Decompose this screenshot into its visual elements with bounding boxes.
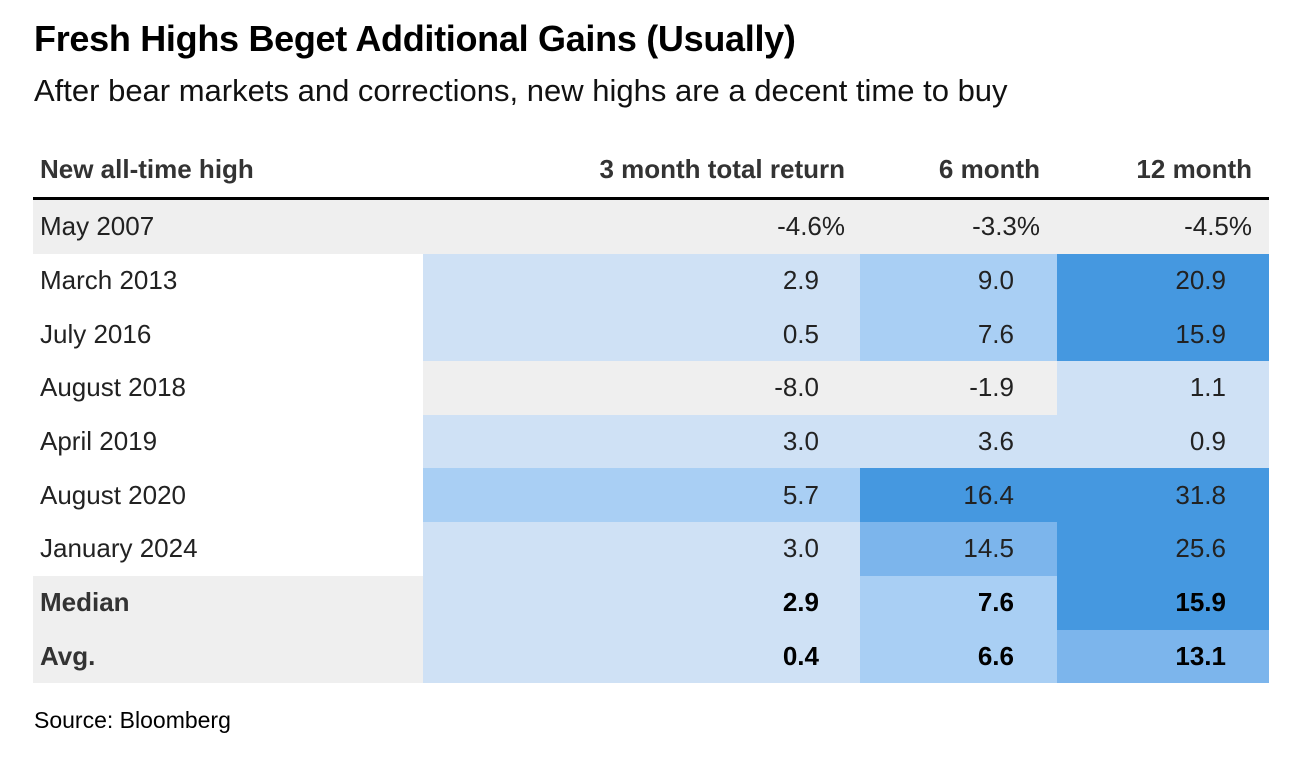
- table-header: New all-time high 3 month total return 6…: [33, 142, 1269, 200]
- value-cell: 7.6: [860, 307, 1057, 362]
- row-label: May 2007: [33, 200, 423, 254]
- value-cell: -1.9: [860, 361, 1057, 415]
- returns-table: New all-time high 3 month total return 6…: [33, 142, 1269, 684]
- value-cell: -8.0: [423, 361, 860, 415]
- table-row: August 2018 -8.0 -1.9 1.1: [33, 361, 1269, 415]
- row-label: January 2024: [33, 522, 423, 576]
- value-cell: 2.9: [423, 253, 860, 308]
- value-cell: -4.5%: [1057, 200, 1269, 254]
- row-label: August 2020: [33, 468, 423, 523]
- value-cell: 0.5: [423, 307, 860, 362]
- chart-title: Fresh Highs Beget Additional Gains (Usua…: [34, 18, 796, 59]
- row-label: August 2018: [33, 361, 423, 415]
- row-label: March 2013: [33, 253, 423, 308]
- value-cell: 15.9: [1057, 575, 1269, 630]
- header-new-all-time-high: New all-time high: [40, 154, 254, 184]
- value-cell: 0.4: [423, 629, 860, 684]
- table-body: May 2007 -4.6% -3.3% -4.5% March 2013 2.9 9.0 2…: [33, 200, 1269, 684]
- table-row: Avg. 0.4 6.6 13.1: [33, 629, 1269, 684]
- header-3-month: 3 month total return: [599, 154, 845, 184]
- table-row: May 2007 -4.6% -3.3% -4.5%: [33, 200, 1269, 254]
- value-cell: 25.6: [1057, 522, 1269, 576]
- value-cell: 14.5: [860, 522, 1057, 576]
- value-cell: 16.4: [860, 468, 1057, 523]
- value-cell: 2.9: [423, 575, 860, 630]
- value-cell: 31.8: [1057, 468, 1269, 523]
- row-label: July 2016: [33, 307, 423, 362]
- chart-subtitle: After bear markets and corrections, new …: [34, 73, 1008, 108]
- value-cell: 3.0: [423, 414, 860, 469]
- value-cell: 5.7: [423, 468, 860, 523]
- value-cell: 15.9: [1057, 307, 1269, 362]
- value-cell: 7.6: [860, 575, 1057, 630]
- value-cell: 13.1: [1057, 629, 1269, 684]
- value-cell: -4.6%: [423, 200, 860, 254]
- header-12-month: 12 month: [1136, 154, 1252, 184]
- header-6-month: 6 month: [938, 154, 1040, 184]
- table-row: March 2013 2.9 9.0 20.9: [33, 253, 1269, 308]
- value-cell: 1.1: [1057, 361, 1269, 415]
- value-cell: 20.9: [1057, 253, 1269, 308]
- value-cell: 6.6: [860, 629, 1057, 684]
- table-row: August 2020 5.7 16.4 31.8: [33, 468, 1269, 523]
- row-label: Avg.: [33, 629, 423, 684]
- value-cell: 9.0: [860, 253, 1057, 308]
- table-row: Median 2.9 7.6 15.9: [33, 575, 1269, 630]
- table-row: April 2019 3.0 3.6 0.9: [33, 414, 1269, 469]
- value-cell: 0.9: [1057, 414, 1269, 469]
- table-row: January 2024 3.0 14.5 25.6: [33, 522, 1269, 576]
- value-cell: 3.6: [860, 414, 1057, 469]
- value-cell: -3.3%: [860, 200, 1057, 254]
- table-row: July 2016 0.5 7.6 15.9: [33, 307, 1269, 362]
- row-label: April 2019: [33, 414, 423, 469]
- value-cell: 3.0: [423, 522, 860, 576]
- row-label: Median: [33, 575, 423, 630]
- source-note: Source: Bloomberg: [34, 707, 231, 733]
